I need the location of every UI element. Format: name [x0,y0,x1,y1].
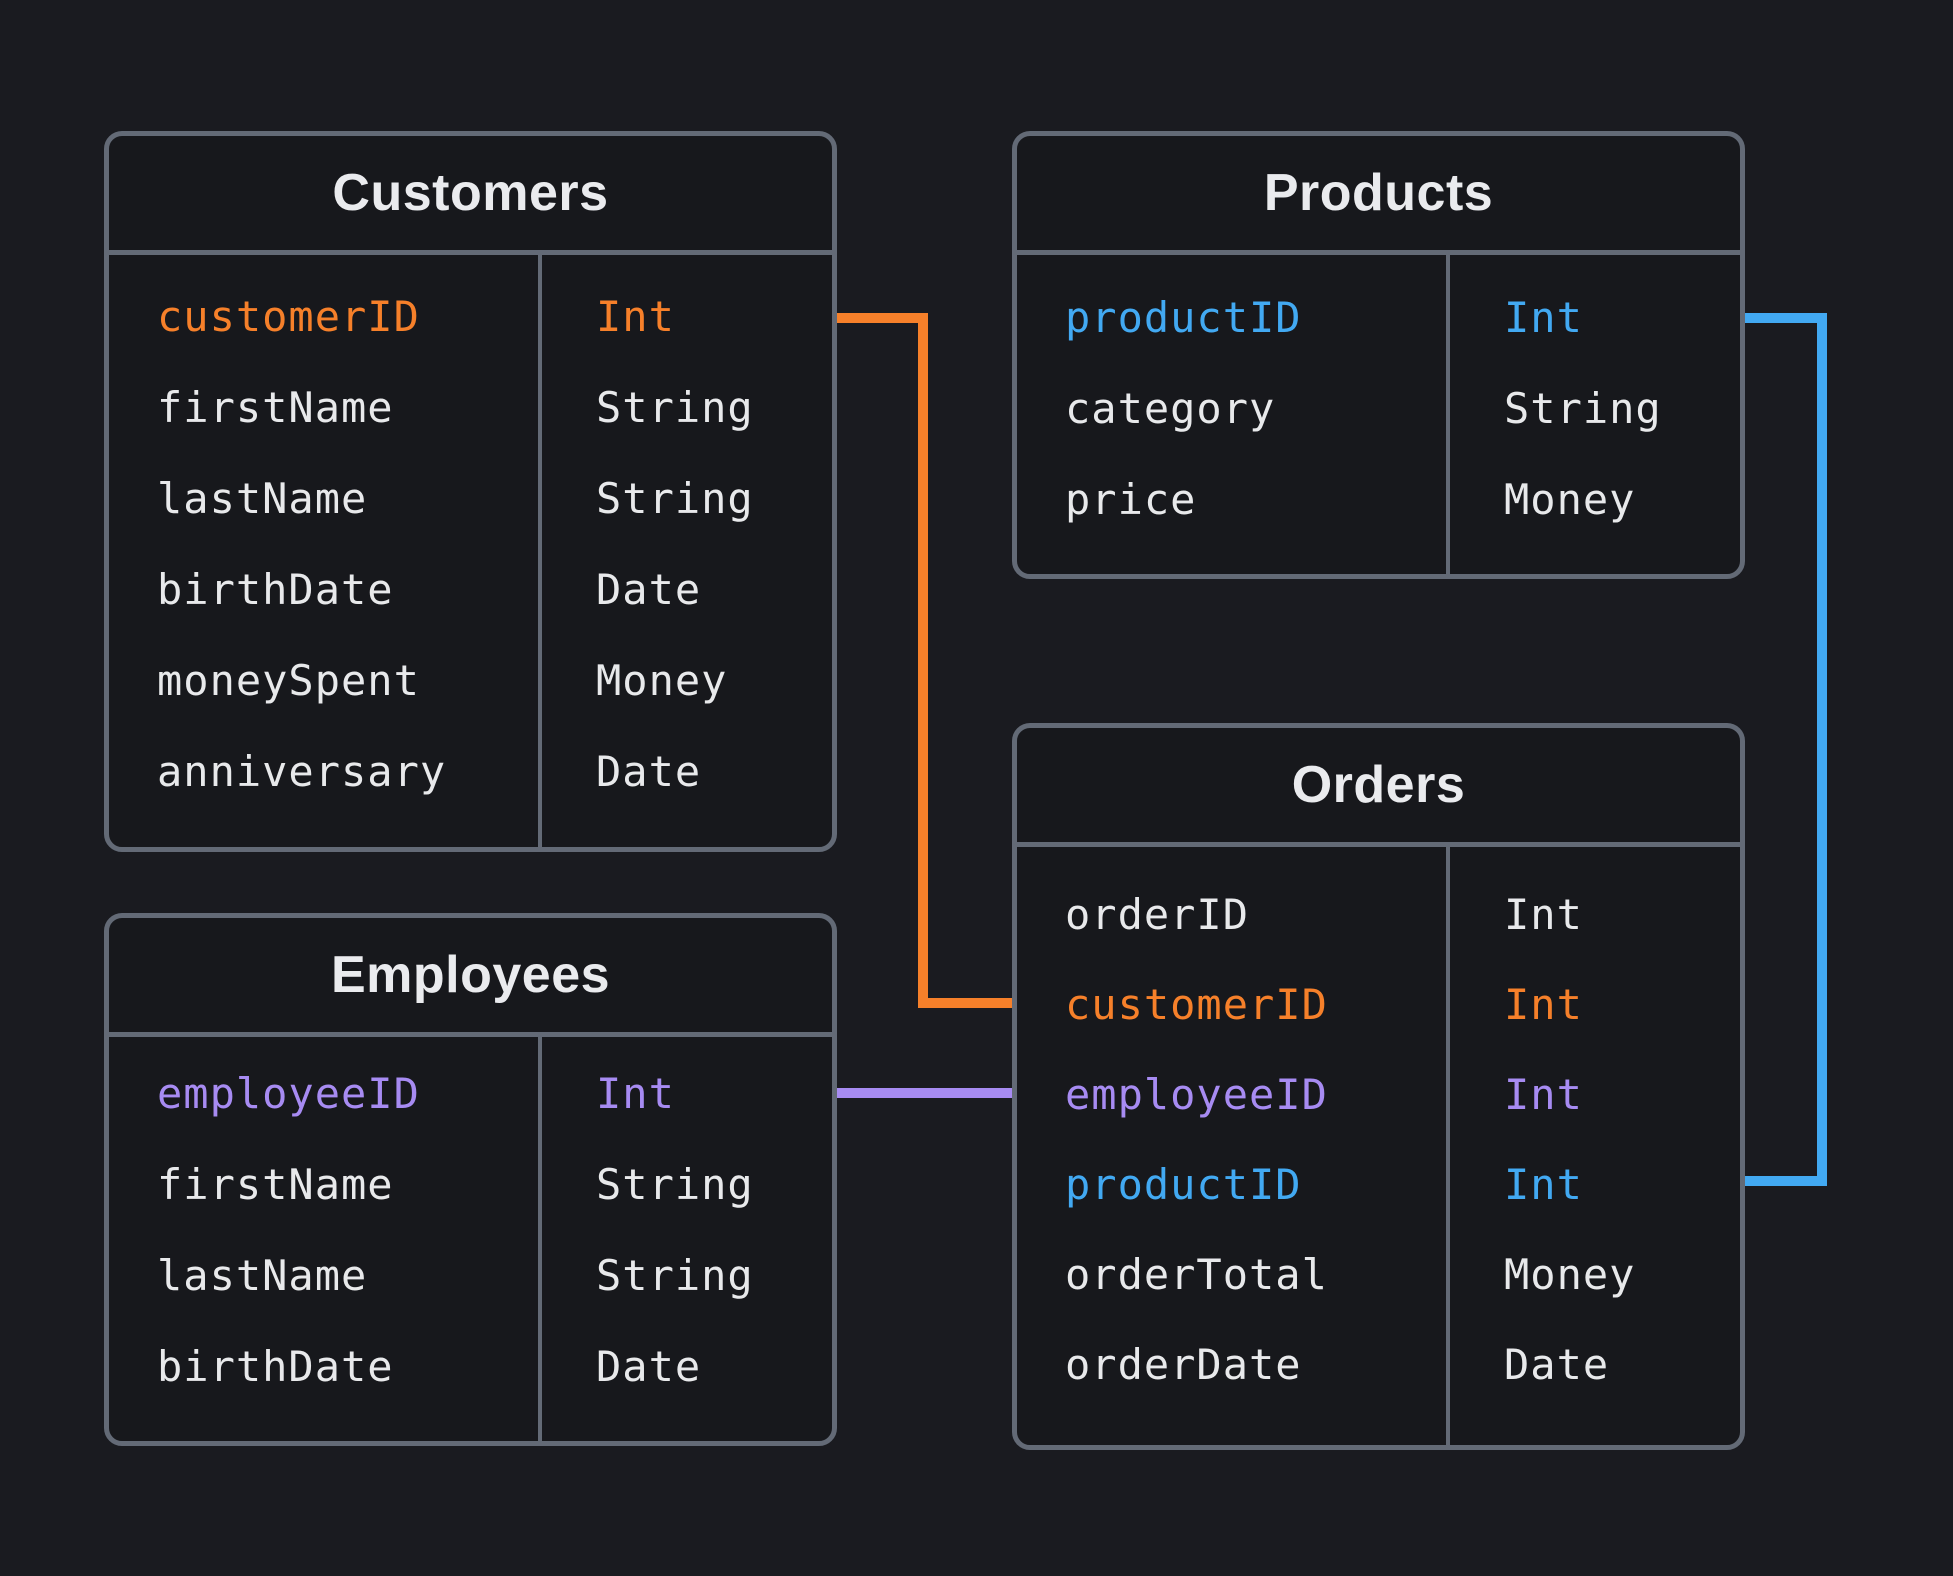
field-type: Int [1504,979,1583,1029]
table-customers-body: customerID firstName lastName birthDate mone… [109,255,832,847]
table-products-type-column: Int String Money [1450,255,1740,574]
table-products-field-column: productID category price [1017,255,1450,574]
field-type: Int [1504,293,1583,342]
field-name: moneySpent [157,656,420,705]
field-name: firstName [157,1160,394,1209]
relationship-products-orders-segment-h2 [1745,1176,1827,1186]
field-name: productID [1065,1159,1302,1209]
table-customers-header: Customers [109,136,832,255]
field-type: Money [1504,475,1636,524]
field-type: Money [596,656,728,705]
table-products-title: Products [1263,164,1494,222]
field-name: category [1065,384,1276,433]
field-type: Int [1504,889,1583,939]
relationship-products-orders-segment-h1 [1745,313,1827,323]
relationship-products-orders-segment-v [1817,313,1827,1186]
field-type: Date [1504,1339,1610,1389]
field-type: String [596,1251,754,1300]
field-name: birthDate [157,1342,394,1391]
field-name: employeeID [157,1069,420,1118]
table-customers-field-column: customerID firstName lastName birthDate mone… [109,255,542,847]
field-type: Int [596,1069,675,1118]
table-orders[interactable]: Orders orderID customerID employeeID produc… [1012,723,1745,1450]
field-name: orderDate [1065,1339,1302,1389]
field-name: anniversary [157,747,447,796]
table-customers-title: Customers [332,164,609,222]
field-type: Date [596,1342,702,1391]
field-type: String [1504,384,1662,433]
table-employees-body: employeeID firstName lastName birthDate Int… [109,1037,832,1441]
field-type: Int [1504,1159,1583,1209]
table-employees-type-column: Int String String Date [542,1037,832,1441]
field-name: productID [1065,293,1302,342]
table-employees-header: Employees [109,918,832,1037]
table-orders-type-column: Int Int Int Int Money Date [1450,847,1740,1445]
table-employees-title: Employees [330,946,611,1004]
table-orders-body: orderID customerID employeeID productID orde… [1017,847,1740,1445]
table-products-header: Products [1017,136,1740,255]
field-name: employeeID [1065,1069,1328,1119]
table-employees-field-column: employeeID firstName lastName birthDate [109,1037,542,1441]
relationship-customers-orders-segment-v [918,313,928,1008]
table-products[interactable]: Products productID category price Int Strin… [1012,131,1745,579]
relationship-employees-orders-segment-h [837,1088,1012,1098]
table-employees[interactable]: Employees employeeID firstName lastName bir… [104,913,837,1446]
field-name: orderTotal [1065,1249,1328,1299]
field-type: Int [1504,1069,1583,1119]
field-name: orderID [1065,889,1250,939]
table-customers-type-column: Int String String Date Money Date [542,255,832,847]
field-type: Date [596,565,702,614]
field-name: price [1065,475,1197,524]
table-customers[interactable]: Customers customerID firstName lastName bir… [104,131,837,852]
field-type: String [596,383,754,432]
table-products-body: productID category price Int String Money [1017,255,1740,574]
field-type: Date [596,747,702,796]
table-orders-header: Orders [1017,728,1740,847]
field-name: firstName [157,383,394,432]
table-orders-field-column: orderID customerID employeeID productID orde… [1017,847,1450,1445]
field-name: customerID [157,292,420,341]
field-type: Int [596,292,675,341]
relationship-customers-orders-segment-h1 [837,313,928,323]
field-type: String [596,1160,754,1209]
field-type: Money [1504,1249,1636,1299]
field-name: lastName [157,474,368,523]
field-name: lastName [157,1251,368,1300]
relationship-customers-orders-segment-h2 [918,998,1012,1008]
field-name: birthDate [157,565,394,614]
table-orders-title: Orders [1291,756,1466,814]
field-type: String [596,474,754,523]
field-name: customerID [1065,979,1328,1029]
